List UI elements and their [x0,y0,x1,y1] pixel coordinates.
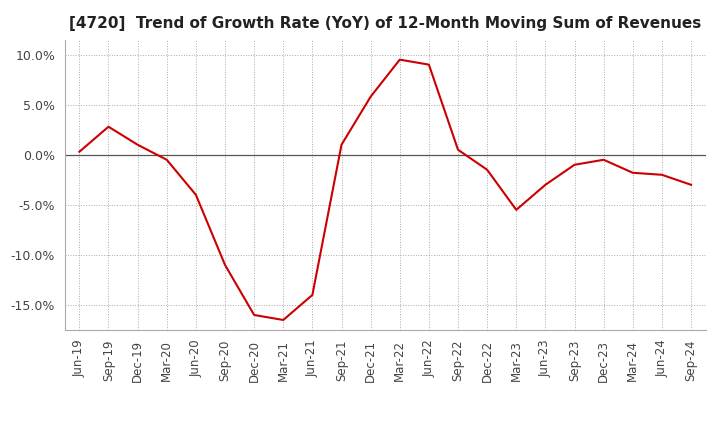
Title: [4720]  Trend of Growth Rate (YoY) of 12-Month Moving Sum of Revenues: [4720] Trend of Growth Rate (YoY) of 12-… [69,16,701,32]
